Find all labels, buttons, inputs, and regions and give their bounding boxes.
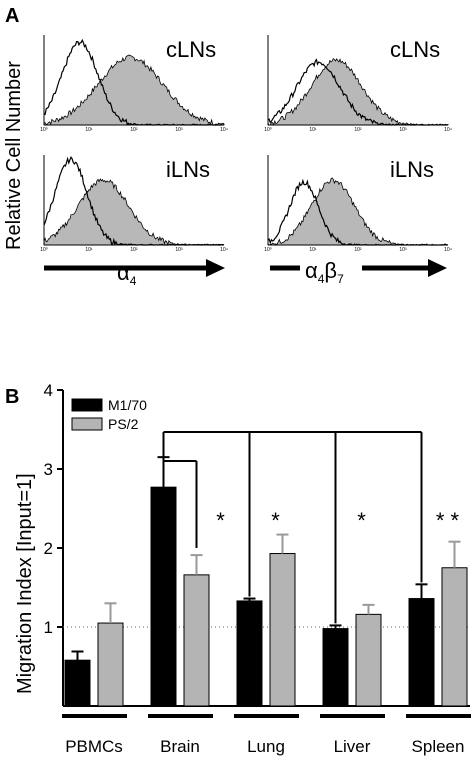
bar-chart: 1 2 3 4 PBMCs Brain Lung Liver Spleen * * * * * M1/70… bbox=[44, 381, 471, 756]
category-label: PBMCs bbox=[65, 737, 123, 756]
bar-ps2-pbmcs bbox=[97, 622, 124, 707]
bar-ps2-lung bbox=[269, 553, 296, 707]
alpha4beta7-label: α4β7 bbox=[305, 258, 344, 286]
y-tick-label: 3 bbox=[44, 460, 53, 479]
bar-m170-spleen bbox=[408, 598, 435, 707]
panel-b-letter: B bbox=[5, 386, 19, 408]
bar-ps2-brain bbox=[183, 574, 210, 707]
histogram-label: iLNs bbox=[390, 157, 434, 182]
stained-histogram bbox=[267, 177, 448, 246]
tick-label: 10⁴ bbox=[220, 127, 228, 133]
alpha4-label: α4 bbox=[117, 260, 137, 288]
histogram-label: cLNs bbox=[166, 37, 216, 62]
legend-label: PS/2 bbox=[108, 416, 139, 432]
histogram-label: iLNs bbox=[166, 157, 210, 182]
bar-ps2-liver bbox=[355, 613, 382, 707]
bar-m170-liver bbox=[322, 628, 349, 707]
legend: M1/70 PS/2 bbox=[71, 397, 147, 432]
tick-label: 10⁰ bbox=[40, 127, 48, 133]
panel-a-letter: A bbox=[5, 5, 19, 27]
category-label: Lung bbox=[247, 737, 285, 756]
category-label: Liver bbox=[334, 737, 371, 756]
tick-label: 10⁰ bbox=[40, 247, 48, 253]
alpha4beta7-axis-arrow bbox=[270, 259, 447, 277]
tick-label: 10³ bbox=[175, 247, 183, 253]
histogram-4: 10⁰ 10¹ 10² 10³ 10⁴ iLNs bbox=[264, 155, 452, 253]
panel-b-ylabel: Migration Index [Input=1] bbox=[14, 473, 36, 694]
tick-label: 10¹ bbox=[309, 247, 317, 253]
legend-swatch bbox=[71, 417, 103, 431]
y-tick-label: 4 bbox=[44, 381, 53, 400]
significance-star: * bbox=[271, 508, 280, 533]
alpha4-axis-arrow bbox=[44, 259, 225, 277]
tick-label: 10⁴ bbox=[444, 127, 452, 133]
bar-m170-pbmcs bbox=[64, 659, 91, 707]
histogram-label: cLNs bbox=[390, 37, 440, 62]
category-label: Spleen bbox=[412, 737, 465, 756]
bar-ps2-spleen bbox=[441, 567, 468, 707]
significance-star: * bbox=[357, 508, 366, 533]
significance-star: * bbox=[216, 508, 225, 533]
stained-histogram bbox=[43, 54, 225, 126]
y-tick-label: 1 bbox=[44, 618, 53, 637]
legend-label: M1/70 bbox=[108, 397, 147, 413]
tick-label: 10³ bbox=[399, 127, 407, 133]
tick-label: 10³ bbox=[399, 247, 407, 253]
legend-swatch bbox=[71, 398, 103, 412]
y-tick-label: 2 bbox=[44, 539, 53, 558]
tick-label: 10⁴ bbox=[220, 247, 228, 253]
tick-label: 10⁴ bbox=[444, 247, 452, 253]
histogram-1: 10⁰ 10¹ 10² 10³ 10⁴ cLNs bbox=[40, 35, 228, 133]
tick-label: 10² bbox=[130, 127, 138, 133]
tick-label: 10¹ bbox=[85, 127, 93, 133]
bar-m170-brain bbox=[150, 486, 177, 707]
tick-label: 10² bbox=[130, 247, 138, 253]
tick-label: 10³ bbox=[175, 127, 183, 133]
tick-label: 10¹ bbox=[85, 247, 93, 253]
category-label: Brain bbox=[160, 737, 200, 756]
tick-label: 10² bbox=[354, 247, 362, 253]
tick-label: 10¹ bbox=[309, 127, 317, 133]
significance-star: * * bbox=[436, 508, 460, 533]
histogram-3: 10⁰ 10¹ 10² 10³ 10⁴ iLNs bbox=[40, 155, 228, 253]
significance-brackets bbox=[162, 431, 423, 624]
tick-label: 10⁰ bbox=[264, 127, 272, 133]
histogram-2: 10⁰ 10¹ 10² 10³ 10⁴ cLNs bbox=[264, 35, 452, 133]
stained-histogram bbox=[43, 178, 225, 247]
bar-m170-lung bbox=[236, 600, 263, 707]
tick-label: 10⁰ bbox=[264, 247, 272, 253]
tick-label: 10² bbox=[354, 127, 362, 133]
panel-a-ylabel: Relative Cell Number bbox=[3, 61, 25, 250]
